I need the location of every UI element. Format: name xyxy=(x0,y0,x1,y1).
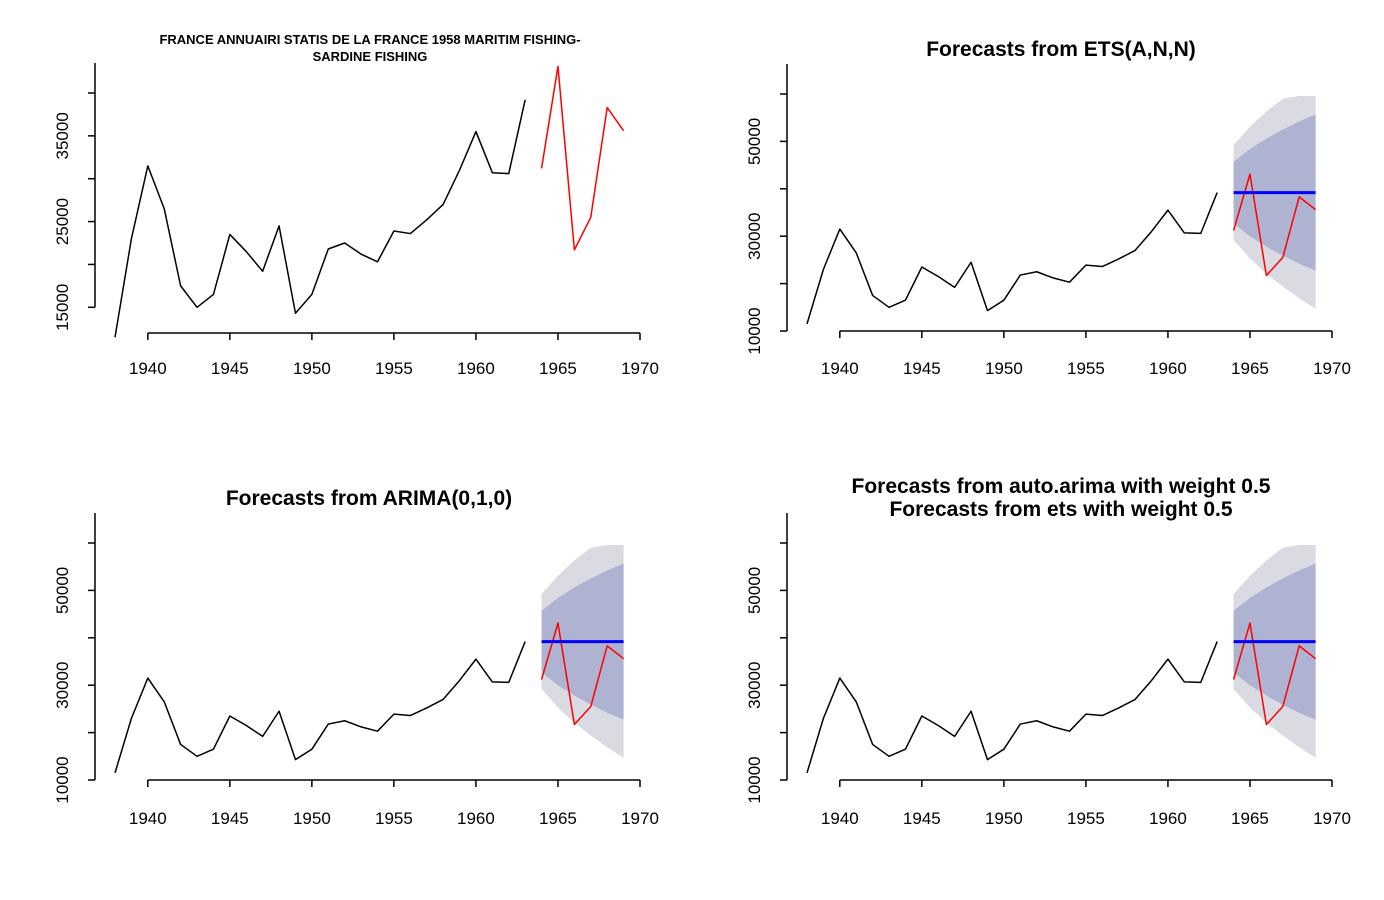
panel-sardine-history: 1940 1945 1950 1955 1960 1965 1970 15000 25000 35… xyxy=(53,32,659,378)
x-tick-label: 1945 xyxy=(903,809,941,828)
chart-title: SARDINE FISHING xyxy=(313,49,428,64)
panel-arima-forecast: 1940 1945 1950 1955 1960 1965 1970 10000 30000 50… xyxy=(53,487,659,828)
x-tick-label: 1940 xyxy=(821,359,859,378)
x-tick-label: 1965 xyxy=(539,809,577,828)
x-tick-label: 1940 xyxy=(129,359,167,378)
history-series-line xyxy=(114,99,526,338)
x-tick-label: 1970 xyxy=(621,359,659,378)
x-tick-label: 1945 xyxy=(903,359,941,378)
y-tick-label: 10000 xyxy=(745,756,764,803)
y-tick-label: 25000 xyxy=(53,198,72,245)
panel-combined-forecast: 1940 1945 1950 1955 1960 1965 1970 10000 30000 50… xyxy=(745,475,1351,828)
y-tick-label: 30000 xyxy=(745,213,764,260)
history-series-line xyxy=(806,641,1218,774)
y-tick-label: 50000 xyxy=(745,567,764,614)
x-tick-label: 1960 xyxy=(457,809,495,828)
x-tick-label: 1970 xyxy=(1313,359,1351,378)
x-tick-label: 1940 xyxy=(129,809,167,828)
actual-series-line xyxy=(1232,173,1317,277)
chart-title: Forecasts from ARIMA(0,1,0) xyxy=(226,487,512,510)
y-tick-label: 30000 xyxy=(745,662,764,709)
x-tick-label: 1950 xyxy=(293,809,331,828)
x-tick-label: 1955 xyxy=(375,809,413,828)
y-tick-label: 50000 xyxy=(745,118,764,165)
history-series-line xyxy=(806,192,1218,325)
chart-title: Forecasts from auto.arima with weight 0.… xyxy=(852,475,1271,498)
panel-ets-forecast: 1940 1945 1950 1955 1960 1965 1970 10000 30000 50… xyxy=(745,38,1351,378)
x-tick-label: 1950 xyxy=(293,359,331,378)
y-tick-label: 15000 xyxy=(53,284,72,331)
y-tick-label: 35000 xyxy=(53,112,72,159)
x-tick-label: 1960 xyxy=(457,359,495,378)
x-tick-label: 1965 xyxy=(1231,809,1269,828)
x-tick-label: 1965 xyxy=(1231,359,1269,378)
y-tick-label: 50000 xyxy=(53,567,72,614)
x-tick-label: 1950 xyxy=(985,359,1023,378)
x-tick-label: 1965 xyxy=(539,359,577,378)
x-tick-label: 1955 xyxy=(1067,359,1105,378)
actual-series-line xyxy=(540,622,625,726)
x-tick-label: 1955 xyxy=(1067,809,1105,828)
x-tick-label: 1970 xyxy=(1313,809,1351,828)
chart-title: Forecasts from ets with weight 0.5 xyxy=(889,498,1232,521)
x-tick-label: 1960 xyxy=(1149,359,1187,378)
x-tick-label: 1950 xyxy=(985,809,1023,828)
y-tick-label: 10000 xyxy=(53,756,72,803)
chart-title: FRANCE ANNUAIRI STATIS DE LA FRANCE 1958… xyxy=(159,32,580,47)
history-series-line xyxy=(114,641,526,774)
chart-title: Forecasts from ETS(A,N,N) xyxy=(926,38,1196,61)
x-tick-label: 1945 xyxy=(211,359,249,378)
x-tick-label: 1960 xyxy=(1149,809,1187,828)
y-tick-label: 30000 xyxy=(53,662,72,709)
x-tick-label: 1945 xyxy=(211,809,249,828)
actual-series-line xyxy=(1232,622,1317,726)
y-tick-label: 10000 xyxy=(745,307,764,354)
x-tick-label: 1955 xyxy=(375,359,413,378)
x-tick-label: 1970 xyxy=(621,809,659,828)
actual-series-line xyxy=(540,65,625,251)
x-tick-label: 1940 xyxy=(821,809,859,828)
